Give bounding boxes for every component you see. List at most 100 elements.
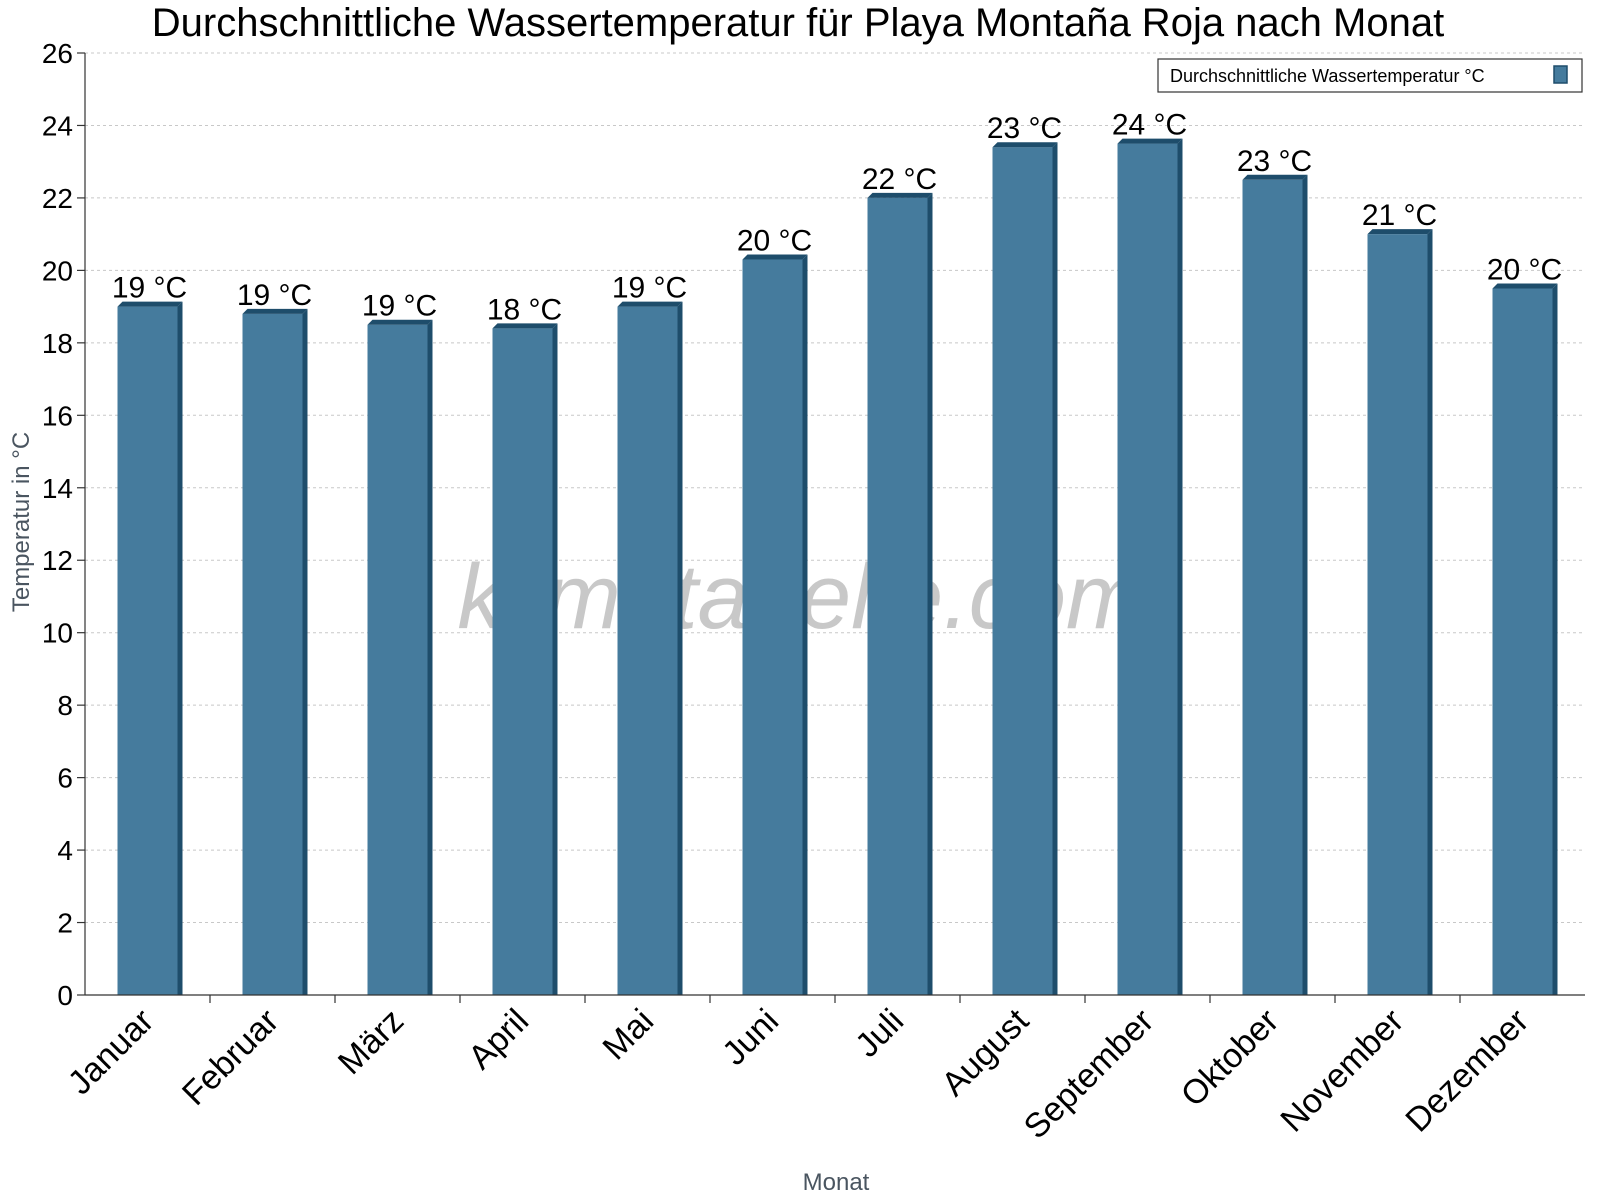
bar-side	[177, 301, 183, 996]
data-label: 19 °C	[112, 272, 187, 305]
bar-side	[677, 301, 683, 996]
y-tick-label: 24	[42, 110, 73, 141]
bar-side	[427, 319, 433, 995]
bar	[242, 308, 308, 995]
y-tick-label: 16	[42, 400, 73, 431]
y-tick-label: 10	[42, 618, 73, 649]
data-label: 22 °C	[862, 163, 937, 196]
bar-face	[992, 147, 1053, 995]
y-tick-label: 20	[42, 255, 73, 286]
x-tick-label: März	[331, 1002, 411, 1082]
data-label: 19 °C	[362, 290, 437, 323]
x-axis-label: Monat	[803, 1169, 870, 1196]
bar-top	[992, 142, 1058, 148]
legend-swatch	[1553, 65, 1568, 84]
legend-label: Durchschnittliche Wassertemperatur °C	[1170, 66, 1485, 86]
legend: Durchschnittliche Wassertemperatur °C	[1157, 58, 1583, 93]
bar-face	[742, 259, 803, 995]
x-tick-label: April	[461, 1002, 536, 1077]
bar-top	[1492, 283, 1558, 289]
y-tick-label: 4	[57, 835, 73, 866]
y-tick-label: 8	[57, 690, 73, 721]
bar	[742, 254, 808, 995]
data-label: 20 °C	[1487, 254, 1562, 287]
bar-side	[1427, 229, 1433, 996]
bar-top	[617, 301, 683, 307]
x-tick-label: Oktober	[1174, 1002, 1286, 1114]
bar-top	[242, 308, 308, 314]
bar	[367, 319, 433, 995]
bar-top	[1367, 229, 1433, 235]
bar-face	[1367, 234, 1428, 996]
bar-face	[367, 324, 428, 995]
grid-lines	[85, 52, 1585, 924]
bar	[1367, 229, 1433, 996]
y-tick-label: 18	[42, 328, 73, 359]
bar-face	[1492, 288, 1553, 995]
bar	[992, 142, 1058, 995]
bar-top	[867, 192, 933, 198]
data-label: 21 °C	[1362, 199, 1437, 232]
data-label: 23 °C	[1237, 145, 1312, 178]
x-tick-label: November	[1273, 1002, 1411, 1140]
x-tick-label: Juni	[715, 1002, 786, 1073]
bar	[1117, 138, 1183, 996]
y-tick-label: 14	[42, 473, 73, 504]
bar-face	[492, 328, 553, 995]
data-label: 19 °C	[612, 272, 687, 305]
y-tick-label: 6	[57, 763, 73, 794]
bar	[617, 301, 683, 996]
y-tick-label: 0	[57, 980, 73, 1011]
data-label: 20 °C	[737, 225, 812, 258]
bar-side	[1302, 174, 1308, 996]
y-tick-label: 12	[42, 545, 73, 576]
bars	[117, 138, 1558, 996]
x-tick-label: September	[1017, 1002, 1161, 1146]
y-tick-label: 22	[42, 183, 73, 214]
bar-top	[367, 319, 433, 325]
bar	[867, 192, 933, 995]
chart-title: Durchschnittliche Wassertemperatur für P…	[152, 1, 1444, 45]
bar-face	[867, 197, 928, 995]
bar	[1242, 174, 1308, 996]
bar-top	[742, 254, 808, 260]
x-tick-label: Februar	[175, 1002, 286, 1113]
bar-side	[552, 323, 558, 995]
x-tick-label: Januar	[61, 1002, 161, 1102]
bar-face	[1117, 143, 1178, 996]
legend-box	[1157, 58, 1583, 93]
bar-side	[1052, 142, 1058, 995]
y-tick-label: 2	[57, 908, 73, 939]
data-labels: 19 °C 19 °C 19 °C 18 °C 19 °C 20 °C 22 °C 23 °C…	[112, 109, 1562, 327]
bar	[492, 323, 558, 995]
data-label: 18 °C	[487, 293, 562, 326]
bar	[1492, 283, 1558, 995]
bar-side	[1177, 138, 1183, 996]
bar	[117, 301, 183, 996]
bar-top	[1117, 138, 1183, 144]
data-label: 23 °C	[987, 112, 1062, 145]
data-label: 24 °C	[1112, 109, 1187, 142]
y-axis-label: Temperatur in °C	[8, 432, 35, 612]
bar-top	[1242, 174, 1308, 180]
x-tick-label: August	[934, 1001, 1036, 1103]
bar-side	[927, 192, 933, 995]
x-axis-ticks: Januar Februar März April Mai Juni Juli AugustS…	[61, 995, 1536, 1146]
bar-face	[617, 306, 678, 996]
axes	[84, 53, 1585, 996]
bar-face	[117, 306, 178, 996]
y-tick-label: 26	[42, 38, 73, 69]
bar-side	[802, 254, 808, 995]
bar-face	[1242, 179, 1303, 996]
bar-top	[492, 323, 558, 329]
bar-side	[302, 308, 308, 995]
x-tick-label: Mai	[596, 1002, 662, 1068]
data-label: 19 °C	[237, 279, 312, 312]
x-tick-label: Juli	[848, 1002, 911, 1065]
x-tick-label: Dezember	[1398, 1002, 1536, 1140]
bar-side	[1552, 283, 1558, 995]
bar-face	[242, 313, 303, 995]
bar-top	[117, 301, 183, 307]
